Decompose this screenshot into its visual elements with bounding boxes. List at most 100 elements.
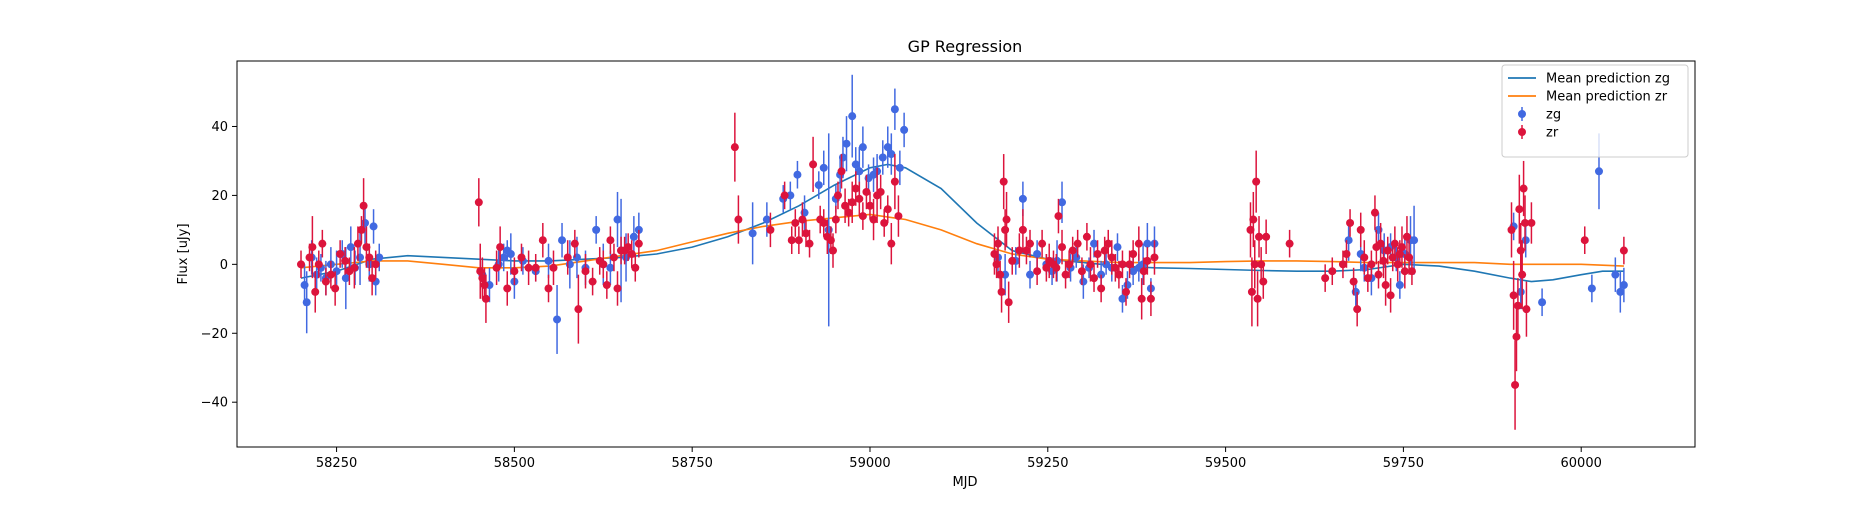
zr-marker xyxy=(341,256,350,265)
zr-marker xyxy=(305,253,314,262)
zr-point xyxy=(1058,229,1067,265)
zr-point xyxy=(997,271,1006,313)
x-tick-label: 59250 xyxy=(1027,456,1068,471)
zr-point xyxy=(1262,219,1271,254)
zg-point xyxy=(613,191,622,248)
zr-marker xyxy=(602,281,611,290)
zg-marker xyxy=(369,222,378,231)
zg-point xyxy=(629,216,638,258)
zr-point xyxy=(837,154,846,189)
zr-point xyxy=(1008,247,1017,275)
zg-point xyxy=(592,216,601,244)
zr-marker xyxy=(1402,232,1411,241)
zr-point xyxy=(1346,209,1355,237)
zr-marker xyxy=(880,218,889,227)
zg-marker xyxy=(613,215,622,224)
zr-marker xyxy=(999,177,1008,186)
zr-point xyxy=(1054,198,1063,234)
legend-label: Mean prediction zg xyxy=(1546,72,1670,87)
zr-point xyxy=(311,271,320,313)
zr-marker xyxy=(353,239,362,248)
zr-point xyxy=(855,181,864,217)
zr-point xyxy=(606,226,615,254)
zr-marker xyxy=(1521,218,1530,227)
zr-marker xyxy=(318,239,327,248)
zg-marker xyxy=(762,215,771,224)
zr-point xyxy=(1397,226,1406,268)
zr-point xyxy=(1381,264,1390,306)
zr-point xyxy=(609,243,618,272)
zr-marker xyxy=(997,287,1006,296)
zr-marker xyxy=(1146,294,1155,303)
zg-marker xyxy=(1395,281,1404,290)
zr-marker xyxy=(837,167,846,176)
zr-marker xyxy=(1360,253,1369,262)
zg-marker xyxy=(544,256,553,265)
zr-point xyxy=(1077,257,1086,286)
zr-point xyxy=(833,181,842,210)
zr-marker xyxy=(794,236,803,245)
y-axis-label: Flux [uJy] xyxy=(176,223,191,284)
zr-marker xyxy=(1250,260,1259,269)
zr-marker xyxy=(570,239,579,248)
zr-marker xyxy=(549,263,558,272)
zr-marker xyxy=(1353,305,1362,314)
zr-point xyxy=(1386,278,1395,313)
zr-point xyxy=(1068,236,1077,265)
zg-point xyxy=(858,126,867,168)
zr-point xyxy=(887,222,896,265)
zr-marker xyxy=(336,250,345,258)
zg-marker xyxy=(1143,239,1152,248)
zr-point xyxy=(1097,274,1106,303)
zr-point xyxy=(492,250,501,286)
x-tick-label: 59000 xyxy=(849,456,890,471)
legend-entry: zr xyxy=(1518,125,1559,141)
zg-marker xyxy=(375,253,384,262)
legend-marker-swatch xyxy=(1518,128,1526,136)
x-tick-label: 58500 xyxy=(494,456,535,471)
zg-marker xyxy=(558,236,567,245)
zr-marker xyxy=(1068,246,1077,255)
zr-point xyxy=(1349,267,1358,296)
zr-marker xyxy=(371,260,380,269)
zg-marker xyxy=(1538,298,1547,307)
zr-marker xyxy=(1093,250,1102,258)
zr-marker xyxy=(833,191,842,200)
zr-marker xyxy=(624,243,633,252)
zg-point xyxy=(369,209,378,244)
zr-point xyxy=(321,267,330,296)
zr-marker xyxy=(1033,267,1042,276)
zr-marker xyxy=(887,239,896,248)
zr-marker xyxy=(996,270,1005,279)
zr-marker xyxy=(883,205,892,214)
zr-marker xyxy=(1137,294,1146,303)
zg-point xyxy=(895,150,904,186)
legend-label: Mean prediction zr xyxy=(1546,90,1668,105)
x-tick-label: 60000 xyxy=(1561,456,1602,471)
zr-point xyxy=(1360,240,1369,275)
zr-point xyxy=(353,226,362,261)
zr-point xyxy=(1065,250,1074,279)
zg-marker xyxy=(748,229,757,238)
zr-marker xyxy=(563,253,572,262)
zr-point xyxy=(1250,240,1259,289)
zg-marker xyxy=(1033,250,1042,258)
zr-marker xyxy=(1400,267,1409,276)
zr-marker xyxy=(1082,232,1091,241)
zr-point xyxy=(876,174,885,210)
zg-marker xyxy=(1594,167,1603,176)
zr-marker xyxy=(1342,250,1351,258)
legend-label: zr xyxy=(1546,126,1559,141)
zr-marker xyxy=(766,225,775,234)
zr-point xyxy=(831,205,840,234)
zr-point xyxy=(890,154,899,210)
zg-point xyxy=(1118,285,1127,313)
zr-point xyxy=(1619,236,1628,265)
zr-marker xyxy=(1338,260,1347,269)
x-tick-label: 58250 xyxy=(316,456,357,471)
zr-marker xyxy=(613,284,622,293)
zr-point xyxy=(1122,278,1131,306)
zg-marker xyxy=(814,181,823,190)
zg-marker xyxy=(506,250,515,258)
